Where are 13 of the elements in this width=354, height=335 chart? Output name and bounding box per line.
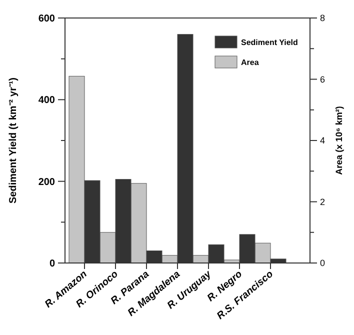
y-tick-label: 600 [38, 14, 56, 24]
y2-tick-label: 8 [320, 13, 326, 24]
y2-tick-label: 6 [320, 74, 326, 84]
y-tick-label: 0 [49, 258, 56, 270]
y-tick-label: 400 [38, 95, 56, 106]
legend-label: Sediment Yield [241, 38, 298, 47]
legend-label: Area [241, 58, 260, 67]
y2-tick-label: 4 [320, 136, 326, 146]
y2-tick-label: 0 [320, 258, 326, 268]
y-tick-label: 200 [38, 176, 56, 188]
y2-tick-label: 2 [320, 196, 326, 207]
y-axis-title: Sediment Yield (t km⁻² yr⁻¹) [8, 77, 19, 204]
y2-axis-title: Area (x 10⁶ km²) [334, 106, 344, 175]
